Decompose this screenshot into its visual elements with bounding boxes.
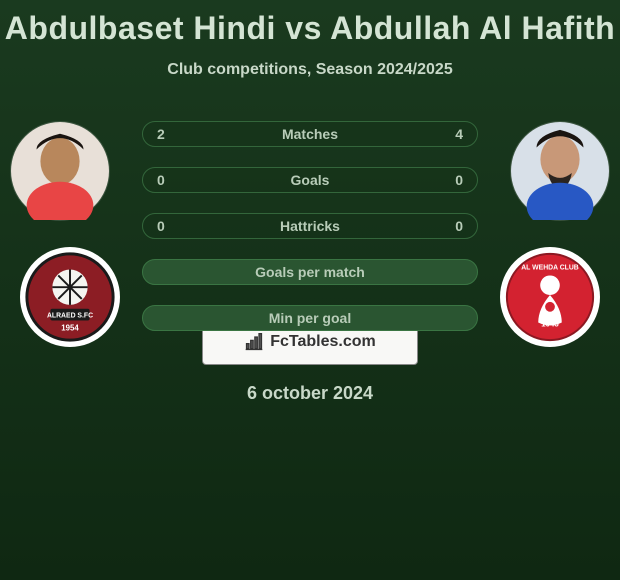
- stat-label: Hattricks: [143, 218, 477, 234]
- player2-avatar: [510, 121, 610, 221]
- stat-bars: 2 Matches 4 0 Goals 0 0 Hattricks 0 Goal…: [142, 121, 478, 351]
- stat-right-value: 4: [455, 126, 463, 142]
- stat-row-goals: 0 Goals 0: [142, 167, 478, 193]
- club1-badge: ALRAED S.FC 1954: [20, 247, 120, 347]
- date-text: 6 october 2024: [0, 383, 620, 404]
- stat-label: Matches: [143, 126, 477, 142]
- stat-left-value: 0: [157, 218, 165, 234]
- stat-row-matches: 2 Matches 4: [142, 121, 478, 147]
- club2-badge: AL WEHDA CLUB 1945: [500, 247, 600, 347]
- page-title: Abdulbaset Hindi vs Abdullah Al Hafith: [0, 0, 620, 47]
- stat-right-value: 0: [455, 218, 463, 234]
- stat-left-value: 2: [157, 126, 165, 142]
- svg-text:AL WEHDA CLUB: AL WEHDA CLUB: [521, 265, 579, 272]
- stat-label: Min per goal: [143, 310, 477, 326]
- stat-right-value: 0: [455, 172, 463, 188]
- stat-label: Goals: [143, 172, 477, 188]
- svg-text:ALRAED S.FC: ALRAED S.FC: [47, 313, 93, 320]
- stat-left-value: 0: [157, 172, 165, 188]
- svg-text:1945: 1945: [541, 319, 559, 328]
- svg-text:1954: 1954: [61, 323, 79, 332]
- stat-row-hattricks: 0 Hattricks 0: [142, 213, 478, 239]
- subtitle: Club competitions, Season 2024/2025: [0, 61, 620, 79]
- stat-row-goals-per-match: Goals per match: [142, 259, 478, 285]
- stat-row-min-per-goal: Min per goal: [142, 305, 478, 331]
- stat-label: Goals per match: [143, 264, 477, 280]
- player1-avatar: [10, 121, 110, 221]
